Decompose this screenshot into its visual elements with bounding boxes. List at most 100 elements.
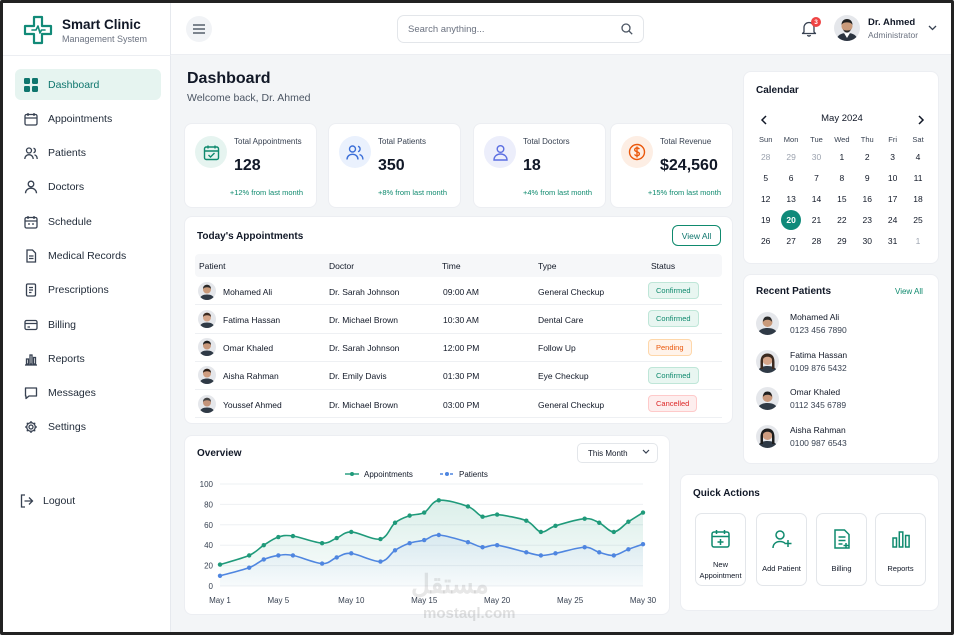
stat-label: Total Appointments — [234, 137, 302, 146]
calendar-day[interactable]: 13 — [778, 194, 803, 204]
calendar-day-number: 2 — [864, 151, 870, 162]
calendar-day[interactable]: 25 — [905, 215, 930, 225]
sidebar-item-reports[interactable]: Reports — [15, 343, 161, 374]
data-point — [246, 565, 252, 570]
calendar-day-number: 27 — [786, 235, 796, 246]
chevron-left-icon[interactable] — [760, 115, 768, 125]
calendar-day-number: 1 — [839, 151, 845, 162]
list-item[interactable]: Aisha Rahman 0100 987 6543 — [756, 424, 847, 448]
calendar-day-number: 11 — [913, 172, 923, 183]
sidebar-item-dashboard[interactable]: Dashboard — [15, 69, 161, 100]
data-point — [392, 548, 398, 553]
doctor-name: Dr. Michael Brown — [329, 314, 398, 325]
period-select[interactable]: This Month — [577, 443, 658, 463]
calendar-week-row: 26 27 28 29 30 31 1 — [753, 230, 931, 251]
table-row[interactable]: Aisha Rahman Dr. Emily Davis 01:30 PM Eye C… — [195, 362, 722, 391]
logout-button[interactable]: Logout — [19, 493, 75, 509]
sidebar-item-doctors[interactable]: Doctors — [15, 172, 161, 203]
menu-toggle-button[interactable] — [186, 16, 212, 42]
table-row[interactable]: Youssef Ahmed Dr. Michael Brown 03:00 PM Ge… — [195, 390, 722, 419]
calendar-day[interactable]: 11 — [905, 173, 930, 183]
sidebar-item-patients[interactable]: Patients — [15, 138, 161, 169]
appointment-time: 09:00 AM — [443, 286, 479, 297]
calendar-day[interactable]: 12 — [753, 194, 778, 204]
calendar-day-number: 8 — [839, 172, 845, 183]
calendar-day[interactable]: 10 — [880, 173, 905, 183]
calendar-day[interactable]: 24 — [880, 215, 905, 225]
calendar-icon — [23, 111, 39, 127]
calendar-day[interactable]: 27 — [778, 236, 803, 246]
calendar-day-number: 1 — [915, 235, 921, 246]
column-header: Type — [538, 261, 557, 271]
sidebar-item-billing[interactable]: Billing — [15, 309, 161, 340]
calendar-day[interactable]: 29 — [778, 152, 803, 162]
list-item[interactable]: Mohamed Ali 0123 456 7890 — [756, 312, 847, 335]
calendar-day[interactable]: 1 — [829, 152, 854, 162]
calendar-day[interactable]: 4 — [905, 152, 930, 162]
appointments-card: Today's Appointments View All Patient Do… — [184, 216, 733, 424]
sidebar-item-appointments[interactable]: Appointments — [15, 103, 161, 134]
calendar-day[interactable]: 23 — [855, 215, 880, 225]
calendar-day[interactable]: 22 — [829, 215, 854, 225]
sidebar-item-label: Billing — [48, 318, 77, 331]
add-patient-button[interactable]: Add Patient — [756, 513, 807, 586]
calendar-day[interactable]: 5 — [753, 173, 778, 183]
calendar-day[interactable]: 14 — [804, 194, 829, 204]
calendar-day[interactable]: 31 — [880, 236, 905, 246]
doctor-icon — [23, 179, 39, 195]
calendar-day[interactable]: 8 — [829, 173, 854, 183]
view-all-patients-link[interactable]: View All — [895, 287, 923, 296]
column-header: Status — [651, 261, 676, 271]
calendar-day[interactable]: 6 — [778, 173, 803, 183]
patient-phone: 0100 987 6543 — [790, 437, 847, 448]
notifications-button[interactable]: 3 — [801, 17, 821, 38]
calendar-day[interactable]: 26 — [753, 236, 778, 246]
calendar-day[interactable]: 7 — [804, 173, 829, 183]
calendar-day[interactable]: 28 — [753, 152, 778, 162]
calendar-day[interactable]: 30 — [855, 236, 880, 246]
calendar-day[interactable]: 15 — [829, 194, 854, 204]
calendar-day[interactable]: 17 — [880, 194, 905, 204]
reports-button[interactable]: Reports — [875, 513, 926, 586]
search-icon[interactable] — [621, 23, 633, 35]
sidebar-item-prescriptions[interactable]: Prescriptions — [15, 275, 161, 306]
data-point — [553, 551, 558, 556]
calendar-day[interactable]: 16 — [855, 194, 880, 204]
sidebar-item-medical-records[interactable]: Medical Records — [15, 240, 161, 271]
calendar-day-selected[interactable]: 20 — [778, 209, 803, 230]
calendar-day-number: 3 — [890, 151, 896, 162]
chevron-right-icon[interactable] — [917, 115, 925, 125]
data-point — [246, 553, 252, 558]
view-all-appointments-button[interactable]: View All — [672, 225, 721, 246]
calendar-day[interactable]: 18 — [905, 194, 930, 204]
y-tick-label: 20 — [204, 562, 213, 571]
data-point — [480, 514, 485, 519]
sidebar-item-schedule[interactable]: Schedule — [15, 206, 161, 237]
calendar-day[interactable]: 30 — [804, 152, 829, 162]
table-row[interactable]: Fatima Hassan Dr. Michael Brown 10:30 AM De… — [195, 305, 722, 334]
calendar-day[interactable]: 1 — [905, 236, 930, 246]
table-row[interactable]: Mohamed Ali Dr. Sarah Johnson 09:00 AM Gene… — [195, 277, 722, 306]
column-header: Time — [442, 261, 461, 271]
billing-button[interactable]: Billing — [816, 513, 867, 586]
calendar-day-number: 30 — [862, 235, 872, 246]
sidebar-item-settings[interactable]: Settings — [15, 412, 161, 443]
calendar-day[interactable]: 19 — [753, 215, 778, 225]
calendar-day[interactable]: 28 — [804, 236, 829, 246]
status-badge: Confirmed — [648, 310, 699, 328]
new-appointment-button[interactable]: New Appointment — [695, 513, 746, 586]
list-item[interactable]: Omar Khaled 0112 345 6789 — [756, 387, 846, 410]
calendar-day[interactable]: 21 — [804, 215, 829, 225]
calendar-day[interactable]: 3 — [880, 152, 905, 162]
sidebar-item-messages[interactable]: Messages — [15, 378, 161, 409]
overview-line-chart: 0 20 40 60 80 100 May 1 May 5 May 10 May 15 May 20… — [200, 470, 657, 605]
calendar-day[interactable]: 9 — [855, 173, 880, 183]
table-row[interactable]: Omar Khaled Dr. Sarah Johnson 12:00 PM Foll… — [195, 334, 722, 362]
calendar-plus-icon — [710, 530, 730, 548]
calendar-day[interactable]: 2 — [855, 152, 880, 162]
list-item[interactable]: Fatima Hassan 0109 876 5432 — [756, 349, 847, 373]
search-input[interactable] — [408, 23, 621, 35]
calendar-day[interactable]: 29 — [829, 236, 854, 246]
user-menu[interactable]: Dr. Ahmed Administrator — [834, 15, 937, 41]
doctor-name: Dr. Sarah Johnson — [329, 286, 400, 297]
